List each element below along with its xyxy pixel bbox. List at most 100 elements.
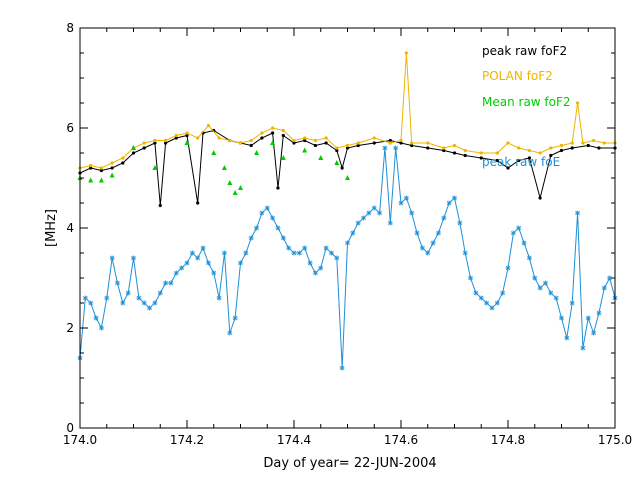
data-point xyxy=(260,136,264,140)
y-tick-label: 4 xyxy=(66,221,74,235)
x-axis-label: Day of year= 22-JUN-2004 xyxy=(263,456,436,471)
data-point xyxy=(157,290,163,296)
data-point xyxy=(371,205,377,211)
data-point xyxy=(292,141,296,145)
data-point xyxy=(575,210,581,216)
data-point xyxy=(270,215,276,221)
data-point xyxy=(125,290,131,296)
data-point xyxy=(109,255,115,261)
data-point xyxy=(114,280,120,286)
data-point xyxy=(335,148,339,153)
data-point xyxy=(387,220,393,226)
data-point xyxy=(345,146,350,150)
data-point xyxy=(548,290,554,296)
data-point xyxy=(468,275,474,281)
data-point xyxy=(158,203,162,208)
data-point xyxy=(174,133,178,138)
legend-entry: peak raw foE xyxy=(482,155,560,169)
data-point xyxy=(538,196,542,200)
series-line xyxy=(79,129,615,206)
data-point xyxy=(249,143,253,148)
data-point xyxy=(517,158,521,163)
data-point xyxy=(399,141,403,145)
data-point xyxy=(142,141,146,145)
data-point xyxy=(206,123,210,128)
data-point xyxy=(296,250,302,256)
y-tick-label: 0 xyxy=(66,421,74,435)
data-point xyxy=(260,131,264,135)
data-point xyxy=(484,300,490,306)
data-point xyxy=(259,210,265,216)
data-point xyxy=(410,143,414,148)
data-point xyxy=(189,250,195,256)
legend-entry: POLAN foF2 xyxy=(482,69,553,83)
data-point xyxy=(131,255,136,261)
data-point xyxy=(142,146,146,150)
data-point xyxy=(302,147,308,153)
data-point xyxy=(409,210,415,216)
data-point xyxy=(463,153,467,158)
data-point xyxy=(195,255,201,261)
data-point xyxy=(109,172,115,178)
data-point xyxy=(446,200,452,206)
legend-entry: peak raw foF2 xyxy=(482,44,567,58)
data-point xyxy=(575,101,580,105)
data-point xyxy=(328,250,334,256)
data-point xyxy=(372,136,376,140)
data-point xyxy=(93,315,99,321)
x-tick-label: 174.2 xyxy=(170,433,204,447)
data-point xyxy=(419,245,425,251)
data-point xyxy=(324,136,328,140)
data-point xyxy=(211,270,217,276)
data-point xyxy=(98,325,104,331)
data-point xyxy=(110,161,114,165)
data-point xyxy=(345,240,350,246)
data-point xyxy=(153,141,157,145)
data-point xyxy=(216,295,222,301)
data-point xyxy=(270,140,276,145)
data-point xyxy=(452,151,457,155)
data-point xyxy=(254,150,260,155)
data-point xyxy=(121,161,125,165)
y-axis-label: [MHz] xyxy=(44,209,59,247)
data-point xyxy=(527,156,532,160)
data-point xyxy=(517,146,521,150)
data-point xyxy=(232,315,238,321)
data-point xyxy=(217,136,221,140)
data-point xyxy=(152,300,158,306)
data-point xyxy=(254,225,260,231)
data-point xyxy=(313,138,317,143)
series-line xyxy=(79,147,616,369)
data-point xyxy=(403,195,409,201)
data-point xyxy=(88,177,94,183)
data-point xyxy=(110,166,114,170)
y-tick-label: 8 xyxy=(66,21,74,35)
data-point xyxy=(510,230,516,236)
data-point xyxy=(495,158,499,163)
data-point xyxy=(249,138,253,143)
series-polan-fof2 xyxy=(78,51,617,170)
data-point xyxy=(238,141,243,145)
data-point xyxy=(479,156,483,160)
data-point xyxy=(425,250,431,256)
data-point xyxy=(286,245,292,251)
data-point xyxy=(174,136,178,140)
x-tick-label: 174.6 xyxy=(384,433,418,447)
data-point xyxy=(120,300,126,306)
data-point xyxy=(592,138,596,143)
data-point xyxy=(303,138,307,143)
data-point xyxy=(196,136,200,140)
data-point xyxy=(232,190,238,195)
data-point xyxy=(355,220,361,226)
data-point xyxy=(414,230,420,236)
series-layer xyxy=(77,51,618,371)
data-point xyxy=(601,285,607,291)
data-point xyxy=(586,143,590,148)
data-point xyxy=(559,315,564,321)
data-point xyxy=(185,133,189,138)
data-point xyxy=(398,200,404,206)
data-point xyxy=(463,148,467,153)
data-point xyxy=(281,128,285,133)
data-point xyxy=(98,177,104,183)
